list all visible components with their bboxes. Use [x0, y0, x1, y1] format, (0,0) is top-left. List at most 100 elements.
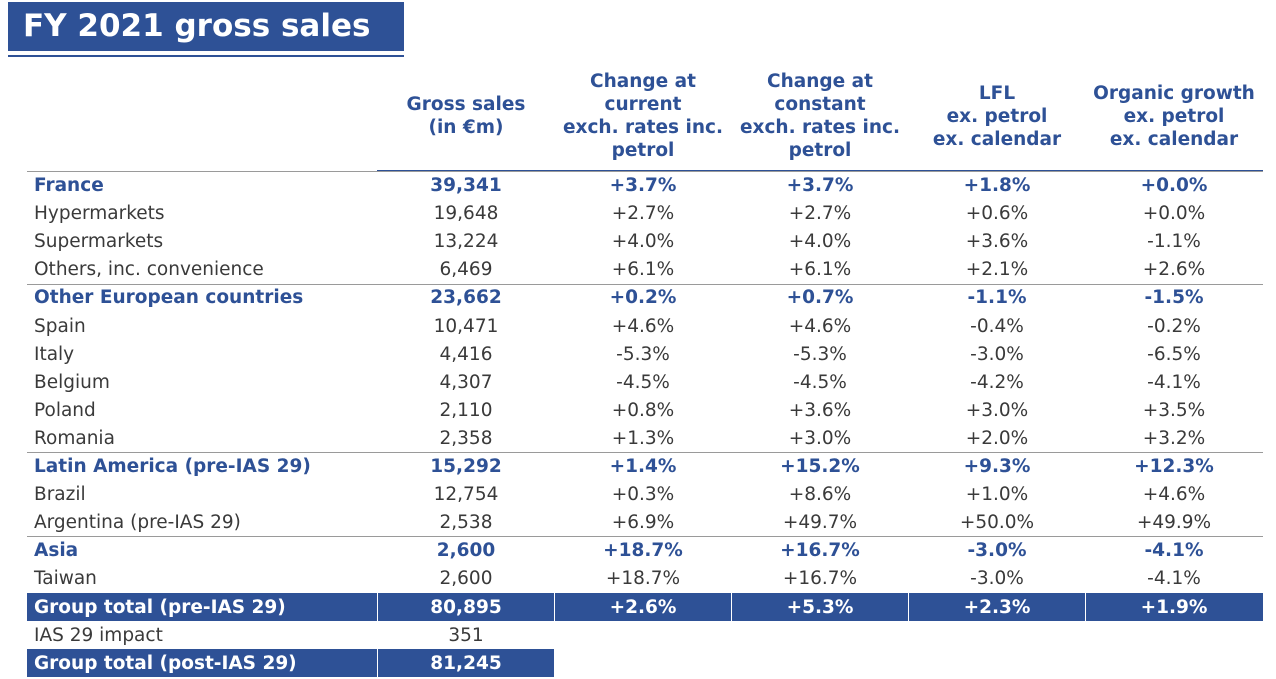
row-value: 4,307	[439, 372, 493, 393]
row-value: 2,110	[439, 400, 493, 421]
row-value: 80,895	[430, 597, 502, 618]
table-row: Poland 2,110 +0.8% +3.6% +3.0% +3.5%	[0, 397, 1276, 425]
table-row: Belgium 4,307 -4.5% -4.5% -4.2% -4.1%	[0, 369, 1276, 397]
table-row: Other European countries 23,662 +0.2% +0.7%…	[0, 284, 1276, 312]
row-value	[732, 622, 908, 650]
row-value: -4.5%	[793, 372, 847, 393]
row-value: 2,600	[436, 540, 496, 561]
row-label: Asia	[34, 540, 79, 561]
row-value: 19,648	[433, 203, 499, 224]
row-label: Latin America (pre-IAS 29)	[34, 456, 311, 477]
header-lfl: LFL ex. petrol ex. calendar	[909, 64, 1085, 168]
row-value	[909, 622, 1085, 650]
row-label: Group total (pre-IAS 29)	[34, 597, 286, 618]
row-value: +18.7%	[605, 568, 681, 589]
row-value: +3.2%	[1142, 428, 1206, 449]
table-row: Taiwan 2,600 +18.7% +16.7% -3.0% -4.1%	[0, 565, 1276, 593]
table-row: Asia 2,600 +18.7% +16.7% -3.0% -4.1%	[0, 537, 1276, 565]
row-value: +1.3%	[611, 428, 675, 449]
band-divider	[1085, 593, 1086, 621]
table-row: Supermarkets 13,224 +4.0% +4.0% +3.6% -1.1%	[0, 228, 1276, 256]
row-value: 2,538	[439, 512, 493, 533]
row-label: IAS 29 impact	[34, 625, 163, 646]
row-value: 10,471	[433, 316, 499, 337]
row-value: +2.1%	[965, 259, 1029, 280]
row-value: +2.7%	[788, 203, 852, 224]
row-value	[732, 650, 908, 678]
row-label: Hypermarkets	[34, 203, 165, 224]
row-value: +0.7%	[786, 287, 854, 308]
row-value: -6.5%	[1147, 344, 1201, 365]
row-value: +9.3%	[963, 456, 1031, 477]
row-value: 12,754	[433, 484, 499, 505]
row-value: 23,662	[430, 287, 502, 308]
row-value: +1.9%	[1140, 597, 1208, 618]
row-value: +0.0%	[1140, 175, 1208, 196]
row-value: +4.0%	[788, 231, 852, 252]
row-label: Poland	[34, 400, 96, 421]
row-value: +3.6%	[965, 231, 1029, 252]
row-value: +3.0%	[788, 428, 852, 449]
row-value: +3.5%	[1142, 400, 1206, 421]
row-separator	[27, 171, 1263, 172]
row-label: Romania	[34, 428, 115, 449]
row-label: Group total (post-IAS 29)	[34, 653, 297, 674]
row-value: +3.7%	[609, 175, 677, 196]
band-divider	[731, 593, 732, 621]
row-value	[555, 650, 731, 678]
row-separator	[27, 452, 1263, 453]
row-value: +50.0%	[959, 512, 1035, 533]
table-row: Group total (pre-IAS 29) 80,895 +2.6% +5.3%…	[0, 594, 1276, 622]
header-gross-sales: Gross sales (in €m)	[378, 64, 554, 168]
row-value: +16.7%	[782, 568, 858, 589]
row-value: +3.6%	[788, 400, 852, 421]
row-value: +2.6%	[1142, 259, 1206, 280]
row-value: +4.6%	[611, 316, 675, 337]
band-divider	[377, 593, 378, 621]
row-value: +1.4%	[609, 456, 677, 477]
row-value: +0.3%	[611, 484, 675, 505]
table-row: France 39,341 +3.7% +3.7% +1.8% +0.0%	[0, 172, 1276, 200]
row-label: Italy	[34, 344, 75, 365]
title-underline	[8, 55, 404, 57]
row-value: +12.3%	[1134, 456, 1214, 477]
table-row: Spain 10,471 +4.6% +4.6% -0.4% -0.2%	[0, 313, 1276, 341]
row-value	[1086, 622, 1262, 650]
row-value: -4.1%	[1144, 540, 1204, 561]
row-label: Belgium	[34, 372, 110, 393]
band-divider	[554, 593, 555, 621]
row-value: -1.1%	[1147, 231, 1201, 252]
row-value: 39,341	[430, 175, 502, 196]
table-row: Hypermarkets 19,648 +2.7% +2.7% +0.6% +0.0%	[0, 200, 1276, 228]
header-change-current: Change at current exch. rates inc. petro…	[555, 64, 731, 168]
row-value: +49.7%	[782, 512, 858, 533]
header-change-constant: Change at constant exch. rates inc. petr…	[732, 64, 908, 168]
row-value: +6.9%	[611, 512, 675, 533]
header-organic-growth: Organic growth ex. petrol ex. calendar	[1086, 64, 1262, 168]
row-value: +0.8%	[611, 400, 675, 421]
row-label: Argentina (pre-IAS 29)	[34, 512, 241, 533]
row-value: +3.0%	[965, 400, 1029, 421]
row-value: +18.7%	[603, 540, 683, 561]
row-value: +5.3%	[786, 597, 854, 618]
row-value: 351	[448, 625, 484, 646]
table-row: IAS 29 impact 351	[0, 622, 1276, 650]
row-value: +0.6%	[965, 203, 1029, 224]
row-value: -4.1%	[1147, 568, 1201, 589]
row-value: +8.6%	[788, 484, 852, 505]
table-row: Group total (post-IAS 29) 81,245	[0, 650, 1276, 678]
table-row: Argentina (pre-IAS 29) 2,538 +6.9% +49.7% +5…	[0, 509, 1276, 537]
group-total-band	[27, 593, 1263, 621]
row-value: 81,245	[430, 653, 502, 674]
row-label: France	[34, 175, 104, 196]
row-value: +4.6%	[1142, 484, 1206, 505]
row-value: +2.7%	[611, 203, 675, 224]
row-value	[909, 650, 1085, 678]
header-label: Change at constant exch. rates inc. petr…	[739, 71, 901, 161]
band-divider	[377, 649, 378, 677]
row-value: +4.0%	[611, 231, 675, 252]
row-value: -5.3%	[793, 344, 847, 365]
table-row: Latin America (pre-IAS 29) 15,292 +1.4% +15…	[0, 453, 1276, 481]
row-value: +6.1%	[611, 259, 675, 280]
header-label: Change at current exch. rates inc. petro…	[562, 71, 724, 161]
